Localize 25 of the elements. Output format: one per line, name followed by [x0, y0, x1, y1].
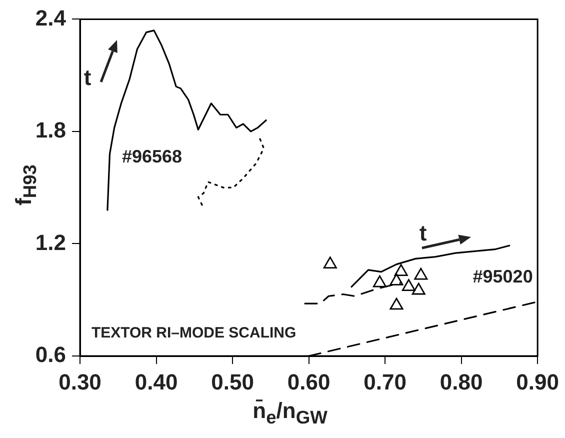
point: [412, 282, 426, 295]
x-tick-label: 0.70: [364, 369, 406, 394]
x-tick-label: 0.90: [516, 369, 560, 394]
x-axis-title: n̄$_{e}$/n$_{GW}$: [252, 398, 328, 428]
annotation: TEXTOR RI–MODE SCALING: [91, 324, 296, 342]
point: [390, 273, 404, 286]
y-tick-label: 1.8: [35, 118, 66, 143]
point: [394, 264, 408, 276]
point: [402, 279, 416, 291]
point: [390, 298, 404, 310]
x-tick-label: 0.80: [440, 369, 483, 394]
y-tick-label: 1.2: [35, 230, 66, 255]
x-tick-label: 0.60: [287, 369, 330, 394]
point: [414, 268, 428, 280]
annotation: t: [419, 220, 428, 246]
point: [372, 275, 386, 288]
y-tick-label: 0.6: [35, 342, 66, 368]
annotation: t: [84, 65, 92, 90]
annotation: #95020: [472, 266, 533, 286]
annotation: #96568: [122, 146, 182, 167]
point: [323, 256, 337, 269]
x-tick-label: 0.30: [58, 369, 102, 394]
x-tick-label: 0.50: [211, 369, 254, 394]
y-tick-label: 2.4: [35, 5, 67, 30]
x-tick-label: 0.40: [134, 369, 178, 394]
